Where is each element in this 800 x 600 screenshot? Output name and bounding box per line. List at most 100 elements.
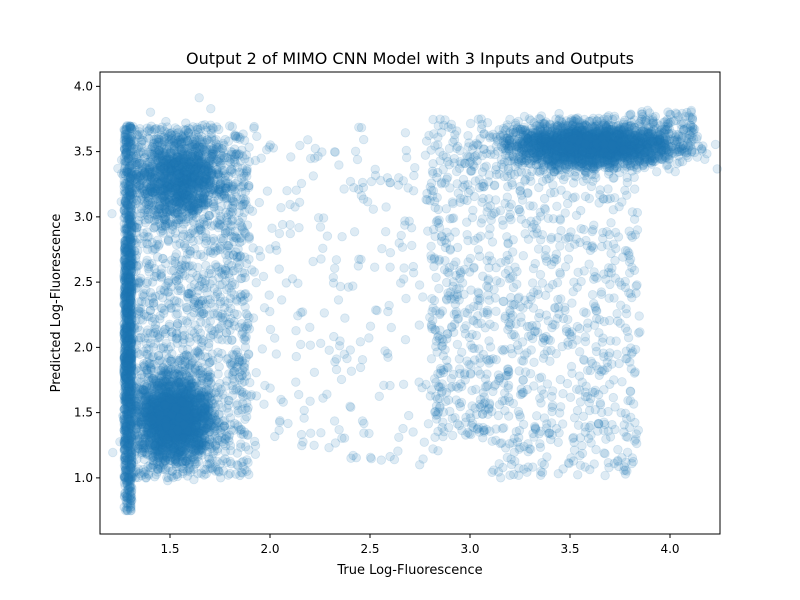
scatter-point [123, 282, 134, 293]
scatter-point [124, 367, 135, 378]
scatter-point [123, 502, 133, 512]
scatter-point [125, 382, 135, 392]
scatter-point [124, 438, 135, 448]
scatter-point [120, 465, 130, 475]
scatter-point [124, 350, 135, 360]
scatter-point [125, 234, 135, 244]
scatter-points [107, 93, 722, 516]
scatter-point [123, 410, 133, 420]
scatter-point [121, 315, 132, 325]
scatter-point [124, 391, 134, 402]
scatter-point [126, 356, 136, 366]
scatter-point [126, 404, 136, 414]
scatter-point [120, 361, 131, 371]
scatter-point [123, 302, 133, 313]
scatter-point [120, 286, 130, 297]
scatter-point [123, 214, 134, 224]
scatter-point [125, 296, 136, 306]
scatter-point [121, 409, 132, 419]
scatter-point [124, 454, 134, 464]
scatter-point [119, 355, 129, 366]
scatter-point [121, 358, 131, 368]
scatter-point [115, 437, 125, 447]
scatter-point [122, 323, 133, 333]
scatter-point [120, 247, 131, 258]
scatter-point [124, 202, 134, 212]
scatter-point [126, 238, 136, 249]
scatter-point [125, 121, 136, 132]
scatter-point [123, 327, 134, 337]
scatter-point [121, 313, 132, 324]
scatter-point [121, 433, 131, 444]
scatter-point [123, 133, 133, 144]
scatter-point [123, 191, 134, 202]
scatter-point [120, 373, 130, 383]
scatter-point [123, 372, 133, 382]
scatter-point [124, 161, 135, 172]
scatter-point [123, 196, 134, 207]
scatter-point [126, 302, 136, 313]
scatter-point [126, 124, 137, 134]
scatter-point [120, 304, 131, 314]
scatter-point [121, 257, 132, 268]
scatter-point [126, 305, 136, 315]
scatter-point [126, 496, 137, 506]
scatter-point [126, 462, 136, 473]
scatter-point [124, 317, 135, 328]
scatter-point [124, 272, 134, 283]
scatter-point [119, 355, 130, 365]
scatter-point [123, 366, 134, 377]
scatter-point [121, 426, 132, 436]
scatter-point [124, 187, 135, 198]
scatter-point [124, 321, 135, 331]
scatter-point [122, 400, 133, 410]
scatter-point [124, 346, 134, 357]
scatter-point [126, 245, 137, 255]
scatter-point [120, 251, 130, 261]
scatter-point [125, 352, 135, 363]
scatter-point [123, 286, 133, 296]
scatter-point [120, 392, 131, 402]
scatter-point [124, 414, 135, 424]
scatter-point [124, 335, 134, 345]
scatter-point [125, 482, 135, 492]
scatter-point [124, 381, 135, 392]
scatter-point [126, 423, 137, 434]
scatter-point [119, 502, 129, 512]
scatter-point [126, 378, 136, 389]
scatter-point [120, 331, 131, 341]
scatter-point [120, 433, 131, 444]
scatter-point [125, 234, 135, 245]
scatter-point [122, 395, 133, 406]
scatter-point [120, 403, 130, 413]
scatter-point [121, 266, 132, 277]
scatter-point [122, 241, 132, 252]
scatter-point [123, 406, 134, 416]
scatter-point [126, 293, 136, 303]
scatter-point [121, 122, 132, 133]
scatter-point [124, 344, 135, 354]
scatter-point [120, 385, 131, 395]
scatter-point [119, 291, 130, 301]
scatter-point [120, 382, 131, 392]
scatter-point [124, 439, 135, 449]
scatter-point [119, 290, 130, 300]
scatter-point [124, 299, 134, 309]
scatter-point [116, 155, 127, 165]
scatter-point [122, 200, 133, 211]
scatter-point [123, 271, 133, 281]
scatter-point [121, 367, 132, 377]
scatter-point [127, 405, 137, 415]
scatter-point [120, 347, 130, 357]
scatter-point [124, 254, 135, 264]
scatter-point [122, 413, 132, 424]
scatter-point [120, 285, 131, 296]
scatter-point [121, 296, 131, 306]
scatter-point [125, 319, 136, 329]
scatter-point [126, 151, 137, 161]
scatter-point [123, 374, 133, 385]
scatter-point [121, 276, 131, 287]
scatter-point [123, 424, 134, 434]
scatter-point [124, 423, 134, 434]
